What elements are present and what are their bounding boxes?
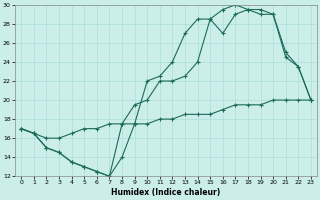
X-axis label: Humidex (Indice chaleur): Humidex (Indice chaleur) xyxy=(111,188,221,197)
